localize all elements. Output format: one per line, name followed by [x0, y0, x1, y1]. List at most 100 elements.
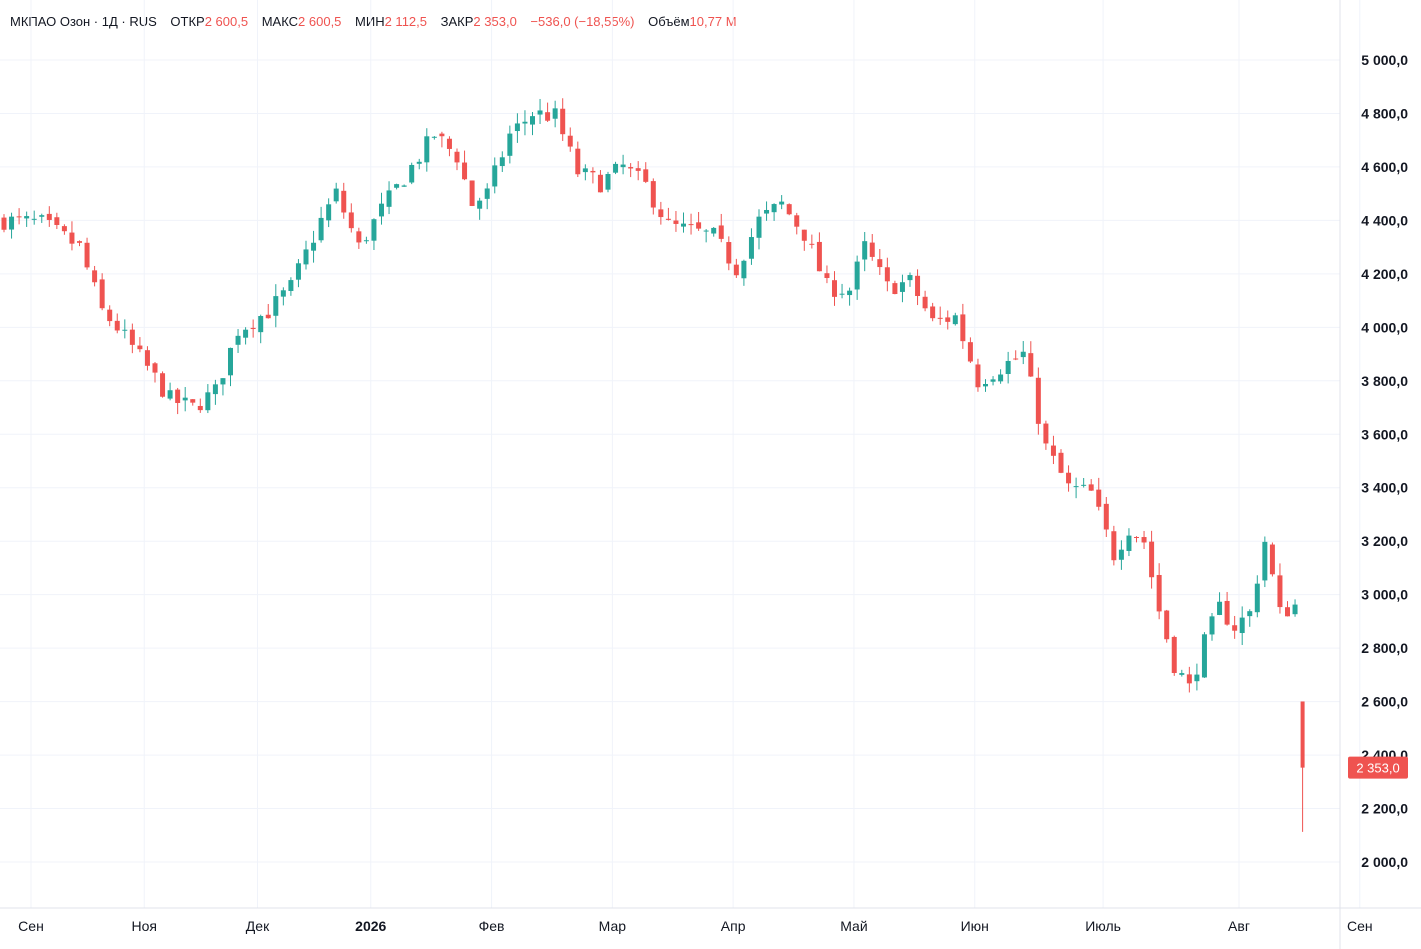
- last-price-tag: [1348, 756, 1408, 779]
- y-tick-label: 4 800,0: [1361, 105, 1408, 121]
- candle-body: [658, 209, 664, 218]
- candle-body: [499, 157, 505, 167]
- candle-body: [1081, 484, 1087, 486]
- candle-body: [1201, 634, 1207, 678]
- candle-body: [832, 280, 837, 297]
- candle-body: [220, 378, 226, 385]
- y-tick-label: 2 600,0: [1361, 694, 1408, 710]
- close-value: 2 353,0: [473, 14, 517, 29]
- candle-body: [265, 314, 271, 319]
- candle-body: [620, 164, 626, 168]
- candle-body: [643, 169, 649, 182]
- candle-body: [363, 240, 369, 242]
- candle-body: [613, 163, 619, 173]
- candle-body: [1262, 541, 1268, 581]
- x-tick-label: Июн: [961, 918, 989, 934]
- candle-body: [1096, 489, 1102, 507]
- x-tick-label: Ноя: [132, 918, 157, 934]
- high-value: 2 600,5: [298, 14, 342, 29]
- candle-body: [152, 363, 158, 373]
- candle-body: [537, 110, 543, 115]
- candle-body: [854, 261, 860, 290]
- low-value: 2 112,5: [384, 14, 428, 29]
- candle-body: [1209, 616, 1215, 635]
- candle-body: [567, 135, 573, 147]
- x-tick-label: Апр: [721, 918, 746, 934]
- candle-body: [1126, 535, 1132, 551]
- candle-body: [1292, 604, 1298, 615]
- y-tick-label: 4 000,0: [1361, 319, 1408, 335]
- open-label: ОТКР: [170, 14, 205, 29]
- candle-body: [92, 270, 98, 283]
- candle-body: [1164, 610, 1170, 640]
- candle-body: [545, 112, 551, 121]
- candle-body: [454, 151, 460, 163]
- candle-body: [401, 185, 407, 187]
- x-tick-label: Июль: [1085, 918, 1121, 934]
- candle-body: [326, 204, 332, 221]
- candle-body: [688, 224, 694, 226]
- change-value: −536,0 (−18,55%): [530, 14, 635, 29]
- candle-body: [1020, 351, 1026, 358]
- candle-body: [379, 203, 384, 217]
- candle-body: [205, 392, 211, 411]
- candle-body: [1050, 445, 1056, 456]
- candle-body: [99, 279, 105, 309]
- candle-body: [61, 226, 67, 232]
- x-tick-label: 2026: [355, 918, 386, 934]
- candle-body: [492, 165, 498, 187]
- candle-body: [107, 309, 113, 322]
- candle-body: [129, 329, 135, 345]
- candle-body: [892, 283, 898, 295]
- candle-body: [635, 168, 641, 171]
- candle-body: [16, 216, 22, 218]
- candle-body: [273, 296, 279, 316]
- candle-body: [847, 290, 853, 296]
- candle-body: [801, 229, 807, 241]
- candle-body: [288, 280, 294, 291]
- candle-body: [794, 215, 800, 227]
- candle-body: [439, 133, 445, 137]
- candle-body: [1300, 701, 1305, 768]
- candle-body: [1066, 472, 1072, 484]
- candle-body: [869, 242, 875, 257]
- candle-body: [597, 174, 603, 193]
- candle-body: [967, 342, 973, 362]
- symbol-label[interactable]: МКПАО Озон · 1Д · RUS: [10, 14, 157, 29]
- candle-body: [922, 296, 928, 309]
- candle-body: [590, 170, 596, 173]
- candle-body: [1239, 617, 1245, 634]
- x-tick-label: Сен: [18, 918, 44, 934]
- candle-body: [122, 329, 128, 331]
- candle-body: [605, 174, 611, 190]
- candle-body: [295, 263, 301, 280]
- candle-body: [945, 317, 951, 322]
- candle-body: [1013, 358, 1019, 360]
- candle-body: [839, 293, 845, 295]
- candle-body: [1179, 673, 1185, 675]
- candle-body: [333, 188, 339, 202]
- candle-body: [930, 306, 936, 319]
- candle-body: [1118, 549, 1124, 560]
- candle-body: [998, 374, 1004, 382]
- candle-body: [356, 231, 362, 243]
- candle-body: [1035, 377, 1041, 424]
- candle-body: [733, 264, 739, 276]
- candle-body: [477, 200, 483, 209]
- candle-body: [1247, 611, 1253, 617]
- candle-body: [1134, 537, 1139, 539]
- y-tick-label: 3 800,0: [1361, 373, 1408, 389]
- candle-body: [530, 116, 535, 125]
- candle-body: [741, 260, 747, 279]
- candle-body: [1186, 674, 1192, 684]
- candle-body: [1005, 360, 1011, 374]
- candle-body: [235, 335, 241, 345]
- candle-body: [144, 350, 150, 366]
- y-tick-label: 2 800,0: [1361, 640, 1408, 656]
- candle-body: [748, 237, 754, 259]
- time-axis[interactable]: Сен Ноя Дек 2026 Фев Мар Апр Май Июн Июль Авг Сен: [18, 918, 1372, 934]
- price-axis[interactable]: 2 000,02 200,02 400,02 600,02 800,03 000…: [1348, 52, 1408, 870]
- candle-body: [46, 213, 52, 220]
- volume-value: 10,77 M: [689, 14, 737, 29]
